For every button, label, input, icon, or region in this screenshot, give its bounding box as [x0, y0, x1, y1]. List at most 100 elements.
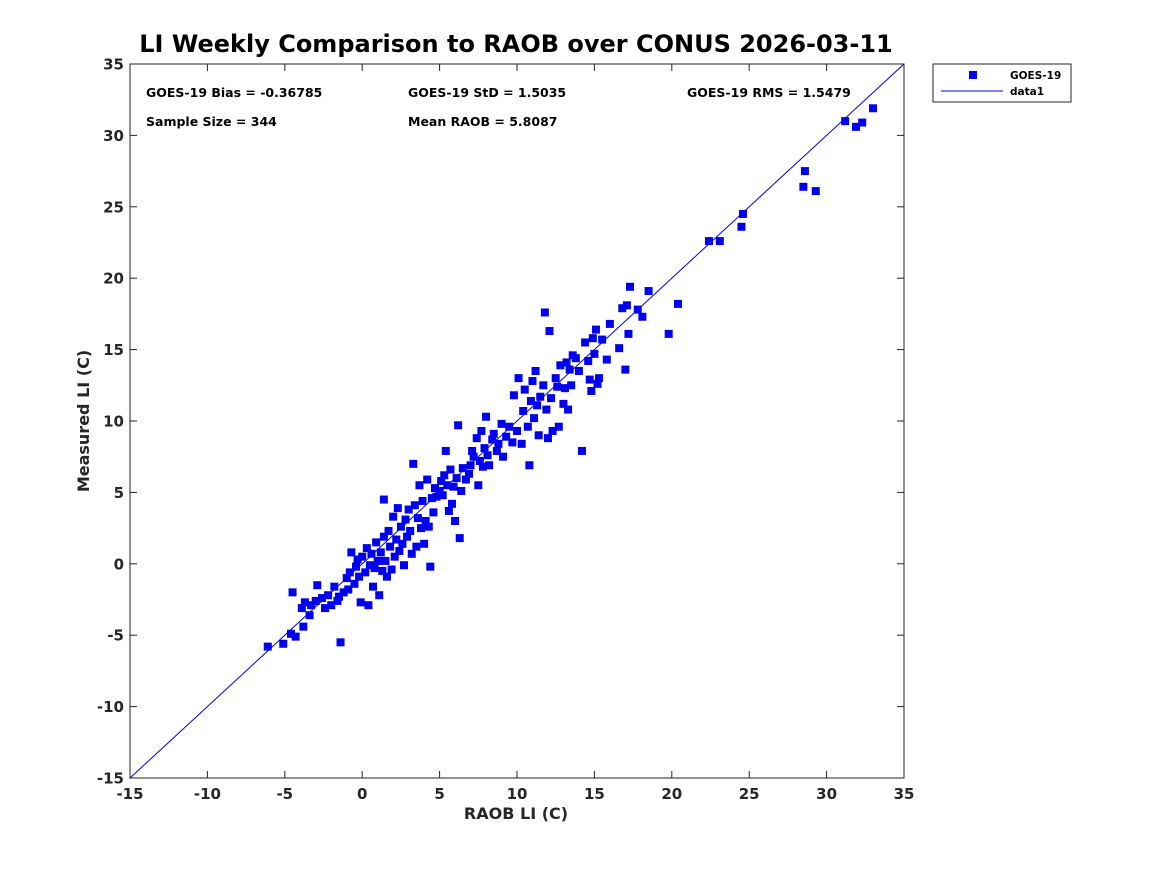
scatter-point: [508, 438, 517, 447]
scatter-point: [361, 568, 370, 577]
scatter-point: [574, 367, 583, 376]
scatter-point: [370, 564, 379, 573]
scatter-point: [413, 514, 422, 523]
scatter-point: [344, 585, 353, 594]
y-tick-label: -5: [107, 627, 124, 645]
scatter-point: [469, 452, 478, 461]
scatter-point: [488, 435, 497, 444]
scatter-point: [307, 601, 316, 610]
scatter-point: [449, 482, 458, 491]
scatter-point: [395, 546, 404, 555]
scatter-point: [410, 501, 419, 510]
scatter-point: [421, 516, 430, 525]
scatter-point: [350, 579, 359, 588]
scatter-point: [587, 387, 596, 396]
scatter-point: [279, 639, 288, 648]
scatter-point: [602, 355, 611, 364]
scatter-point: [286, 629, 295, 638]
scatter-point: [548, 426, 557, 435]
scatter-point: [345, 568, 354, 577]
scatter-point: [353, 555, 362, 564]
scatter-point: [437, 476, 446, 485]
scatter-point: [626, 282, 635, 291]
y-tick-label: 0: [114, 555, 124, 573]
scatter-point: [317, 594, 326, 603]
scatter-point: [457, 486, 466, 495]
scatter-point: [591, 325, 600, 334]
scatter-point: [399, 561, 408, 570]
scatter-point: [424, 522, 433, 531]
scatter-point: [543, 434, 552, 443]
scatter-point: [739, 209, 748, 218]
scatter-point: [565, 365, 574, 374]
scatter-point: [444, 506, 453, 515]
y-tick-label: 25: [103, 198, 124, 216]
scatter-point: [396, 522, 405, 531]
scatter-point: [528, 377, 537, 386]
y-tick-label: 15: [103, 341, 124, 359]
scatter-point: [364, 601, 373, 610]
scatter-point: [311, 596, 320, 605]
scatter-point: [373, 556, 382, 565]
scatter-point: [483, 451, 492, 460]
scatter-point: [551, 374, 560, 383]
x-axis: -15 -10 -5 0 5 10 15 20 25 30 35: [116, 64, 914, 803]
scatter-point: [598, 335, 607, 344]
scatter-point: [393, 504, 402, 513]
scatter-point: [475, 456, 484, 465]
annotation-std: GOES-19 StD = 1.5035: [408, 85, 566, 100]
scatter-point: [334, 592, 343, 601]
scatter-point: [330, 582, 339, 591]
scatter-point: [430, 484, 439, 493]
x-tick-label: 35: [894, 785, 915, 803]
scatter-point: [567, 381, 576, 390]
scatter-point: [291, 632, 300, 641]
scatter-point: [534, 431, 543, 440]
scatter-point: [585, 375, 594, 384]
scatter-point: [372, 538, 381, 547]
scatter-point: [673, 299, 682, 308]
x-tick-label: 25: [739, 785, 760, 803]
scatter-point: [530, 414, 539, 423]
scatter-point: [664, 329, 673, 338]
scatter-point: [382, 572, 391, 581]
scatter-point: [644, 287, 653, 296]
y-axis-label: Measured LI (C): [74, 350, 93, 492]
scatter-point: [514, 374, 523, 383]
scatter-point: [492, 446, 501, 455]
scatter-point: [321, 604, 330, 613]
line-layer: [129, 63, 905, 779]
scatter-point: [426, 562, 435, 571]
scatter-point: [869, 104, 878, 113]
scatter-point: [494, 439, 503, 448]
scatter-point: [398, 539, 407, 548]
scatter-point: [336, 638, 345, 647]
scatter-point: [539, 381, 548, 390]
annotation-rms: GOES-19 RMS = 1.5479: [687, 85, 851, 100]
scatter-point: [466, 461, 475, 470]
scatter-point: [472, 434, 481, 443]
scatter-point: [578, 446, 587, 455]
legend-marker-goes19: [969, 71, 977, 79]
y-tick-label: 20: [103, 270, 124, 288]
scatter-point: [362, 544, 371, 553]
scatter-point: [526, 397, 535, 406]
x-tick-label: 10: [507, 785, 528, 803]
scatter-point: [533, 401, 542, 410]
x-tick-label: 15: [584, 785, 605, 803]
scatter-point: [468, 446, 477, 455]
scatter-point: [452, 474, 461, 483]
scatter-point: [560, 384, 569, 393]
scatter-point: [378, 566, 387, 575]
scatter-point: [418, 496, 427, 505]
scatter-point: [447, 499, 456, 508]
scatter-point: [542, 405, 551, 414]
scatter-point: [624, 329, 633, 338]
scatter-point: [299, 622, 308, 631]
scatter-point: [536, 392, 545, 401]
scatter-point: [358, 552, 367, 561]
scatter-point: [841, 117, 850, 126]
scatter-point: [480, 444, 489, 453]
scatter-point: [420, 539, 429, 548]
